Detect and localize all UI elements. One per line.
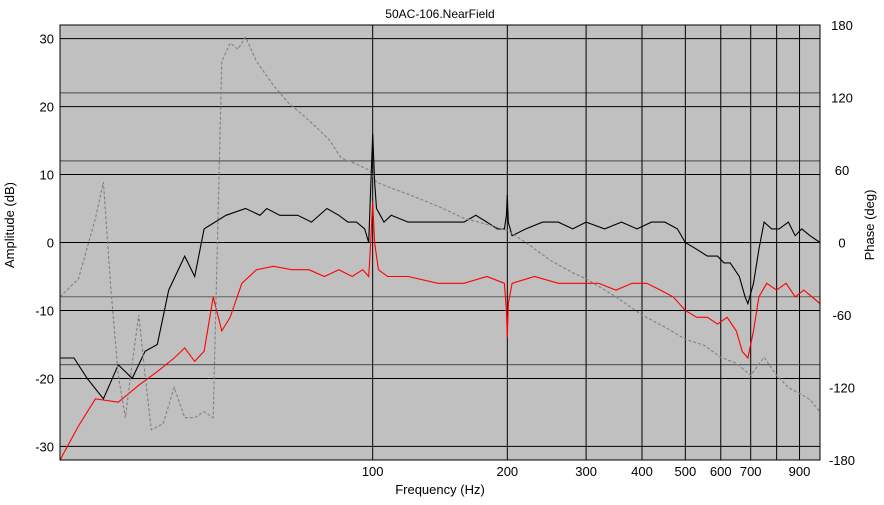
x-tick-label: 200: [496, 464, 518, 479]
x-tick-label: 900: [789, 464, 811, 479]
right-tick-label: 60: [835, 163, 849, 178]
left-tick-label: -30: [35, 439, 54, 454]
right-tick-label: -60: [833, 308, 852, 323]
right-tick-label: 180: [831, 18, 853, 33]
y-axis-left-label: Amplitude (dB): [2, 182, 17, 268]
left-tick-label: 0: [47, 236, 54, 251]
left-tick-label: 20: [40, 100, 54, 115]
left-tick-label: -10: [35, 303, 54, 318]
x-tick-label: 600: [710, 464, 732, 479]
right-axis-ticks: 180 120 60 0 -60 -120 -180: [829, 18, 855, 468]
series-line-3: [59, 35, 821, 431]
series-layer: [59, 35, 821, 461]
x-tick-label: 700: [740, 464, 762, 479]
x-axis-label: Frequency (Hz): [395, 482, 485, 497]
series-line-1: [60, 133, 821, 400]
right-tick-label: 120: [831, 91, 853, 106]
left-axis-ticks: 30 20 10 0 -10 -20 -30: [35, 32, 54, 455]
x-axis-ticks: 100 200 300 400 500 600 700 900: [362, 464, 811, 479]
right-tick-label: -120: [829, 381, 855, 396]
x-tick-label: 400: [631, 464, 653, 479]
grid-lines: [60, 25, 821, 460]
y-axis-right-label: Phase (deg): [862, 190, 877, 261]
left-tick-label: 10: [40, 168, 54, 183]
x-tick-label: 300: [575, 464, 597, 479]
plot-border: [59, 24, 821, 461]
chart-title: 50AC-106.NearField: [385, 7, 494, 21]
left-tick-label: 30: [40, 32, 54, 47]
x-tick-label: 100: [362, 464, 384, 479]
right-tick-label: -180: [829, 453, 855, 468]
right-tick-label: 0: [838, 236, 845, 251]
left-tick-label: -20: [35, 371, 54, 386]
x-tick-label: 500: [674, 464, 696, 479]
